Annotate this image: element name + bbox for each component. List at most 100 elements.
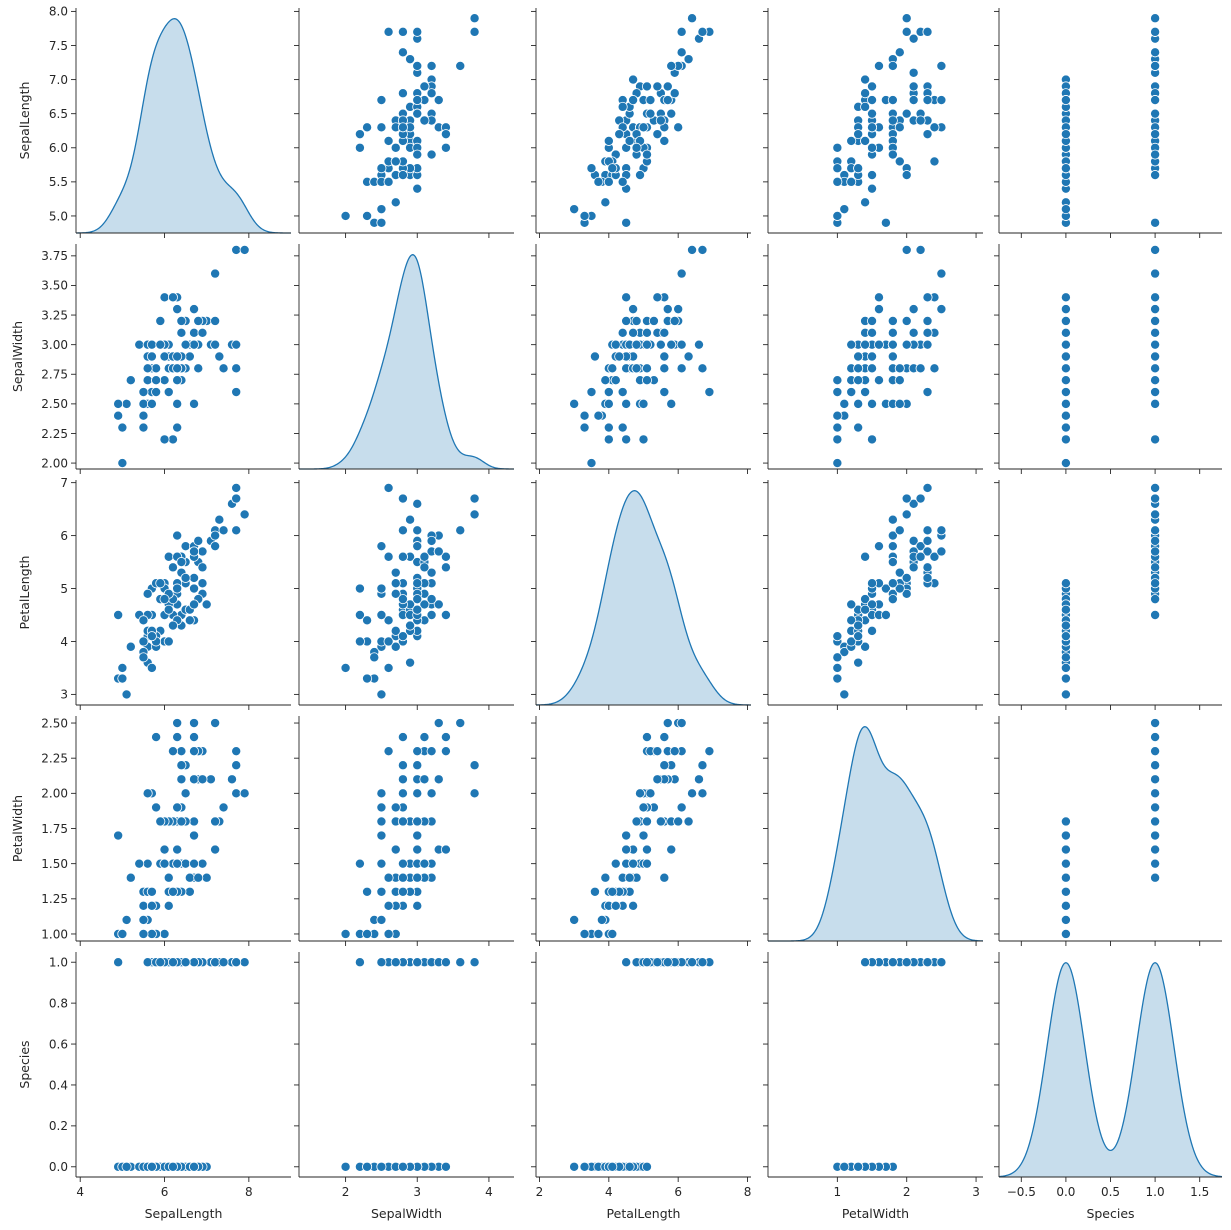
scatter-point [189, 583, 200, 594]
scatter-point [1150, 47, 1161, 58]
kde-fill-petalwidth [768, 726, 983, 941]
y-tick-label: 3.00 [41, 338, 68, 352]
scatter-point [146, 886, 157, 897]
scatter-point [340, 210, 351, 221]
scatter-point [853, 422, 864, 433]
scatter-point [376, 541, 387, 552]
y-tick-label: 5.0 [49, 209, 68, 223]
scatter-point [1150, 760, 1161, 771]
y-tick-label: 3.75 [41, 249, 68, 263]
scatter-point [929, 122, 940, 133]
scatter-point [376, 610, 387, 621]
scatter-point [1060, 458, 1071, 469]
scatter-point [469, 760, 480, 771]
scatter-point [1060, 363, 1071, 374]
scatter-point [628, 900, 639, 911]
scatter-point [867, 108, 878, 119]
scatter-point [419, 599, 430, 610]
x-tick-label: 4 [76, 1185, 84, 1199]
scatter-point [669, 88, 680, 99]
scatter-point [189, 304, 200, 315]
scatter-point [860, 74, 871, 85]
scatter-point [142, 788, 153, 799]
scatter-point [1150, 268, 1161, 279]
scatter-point [189, 398, 200, 409]
scatter-point [210, 530, 221, 541]
scatter-point [193, 315, 204, 326]
kde-fill-species [999, 962, 1222, 1177]
scatter-point [1060, 816, 1071, 827]
scatter-point [426, 60, 437, 71]
scatter-point [1150, 562, 1161, 573]
scatter-point [635, 788, 646, 799]
scatter-point [167, 292, 178, 303]
scatter-point [641, 1161, 652, 1172]
scatter-point [121, 398, 132, 409]
scatter-point [922, 315, 933, 326]
scatter-point [887, 557, 898, 568]
scatter-point [412, 760, 423, 771]
scatter-point [635, 170, 646, 181]
scatter-point [117, 458, 128, 469]
scatter-point [376, 95, 387, 106]
y-axis-label: SepalLength [17, 82, 32, 160]
scatter-point [426, 746, 437, 757]
x-tick-label: 4 [605, 1185, 613, 1199]
scatter-point [231, 957, 242, 968]
scatter-point [1150, 546, 1161, 557]
scatter-point [901, 13, 912, 24]
scatter-point [383, 176, 394, 187]
scatter-point [205, 774, 216, 785]
scatter-point [146, 662, 157, 673]
y-tick-label: 7.5 [49, 39, 68, 53]
x-tick-label: 1.0 [1146, 1185, 1165, 1199]
scatter-point [1060, 422, 1071, 433]
scatter-point [397, 858, 408, 869]
scatter-point [586, 163, 597, 174]
scatter-point [887, 514, 898, 525]
scatter-point [197, 562, 208, 573]
scatter-point [176, 760, 187, 771]
scatter-point [1150, 830, 1161, 841]
scatter-point [579, 422, 590, 433]
scatter-point [433, 599, 444, 610]
scatter-point [340, 662, 351, 673]
scatter-point [586, 458, 597, 469]
scatter-point [117, 662, 128, 673]
scatter-point [887, 60, 898, 71]
scatter-point [340, 1161, 351, 1172]
scatter-point [412, 498, 423, 509]
scatter-point [163, 872, 174, 883]
scatter-point [853, 129, 864, 140]
scatter-point [1150, 304, 1161, 315]
y-tick-label: 2.75 [41, 368, 68, 382]
scatter-point [908, 535, 919, 546]
scatter-point [412, 746, 423, 757]
scatter-point [172, 732, 183, 743]
kde-line-petallength [535, 490, 752, 706]
scatter-point [908, 304, 919, 315]
scatter-point [586, 387, 597, 398]
scatter-point [693, 774, 704, 785]
scatter-point [440, 142, 451, 153]
scatter-point [659, 351, 670, 362]
scatter-point [1060, 292, 1071, 303]
scatter-point [832, 422, 843, 433]
scatter-point [354, 142, 365, 153]
scatter-point [239, 957, 250, 968]
scatter-point [172, 844, 183, 855]
subplot-sepallength-vs-species [994, 8, 1222, 238]
scatter-point [596, 914, 607, 925]
scatter-point [628, 858, 639, 869]
scatter-point [908, 498, 919, 509]
scatter-point [397, 594, 408, 605]
scatter-point [676, 47, 687, 58]
scatter-point [397, 886, 408, 897]
scatter-point [908, 327, 919, 338]
scatter-point [600, 872, 611, 883]
scatter-point [167, 746, 178, 757]
scatter-point [239, 244, 250, 255]
scatter-point [832, 163, 843, 174]
scatter-point [419, 551, 430, 562]
scatter-point [887, 957, 898, 968]
